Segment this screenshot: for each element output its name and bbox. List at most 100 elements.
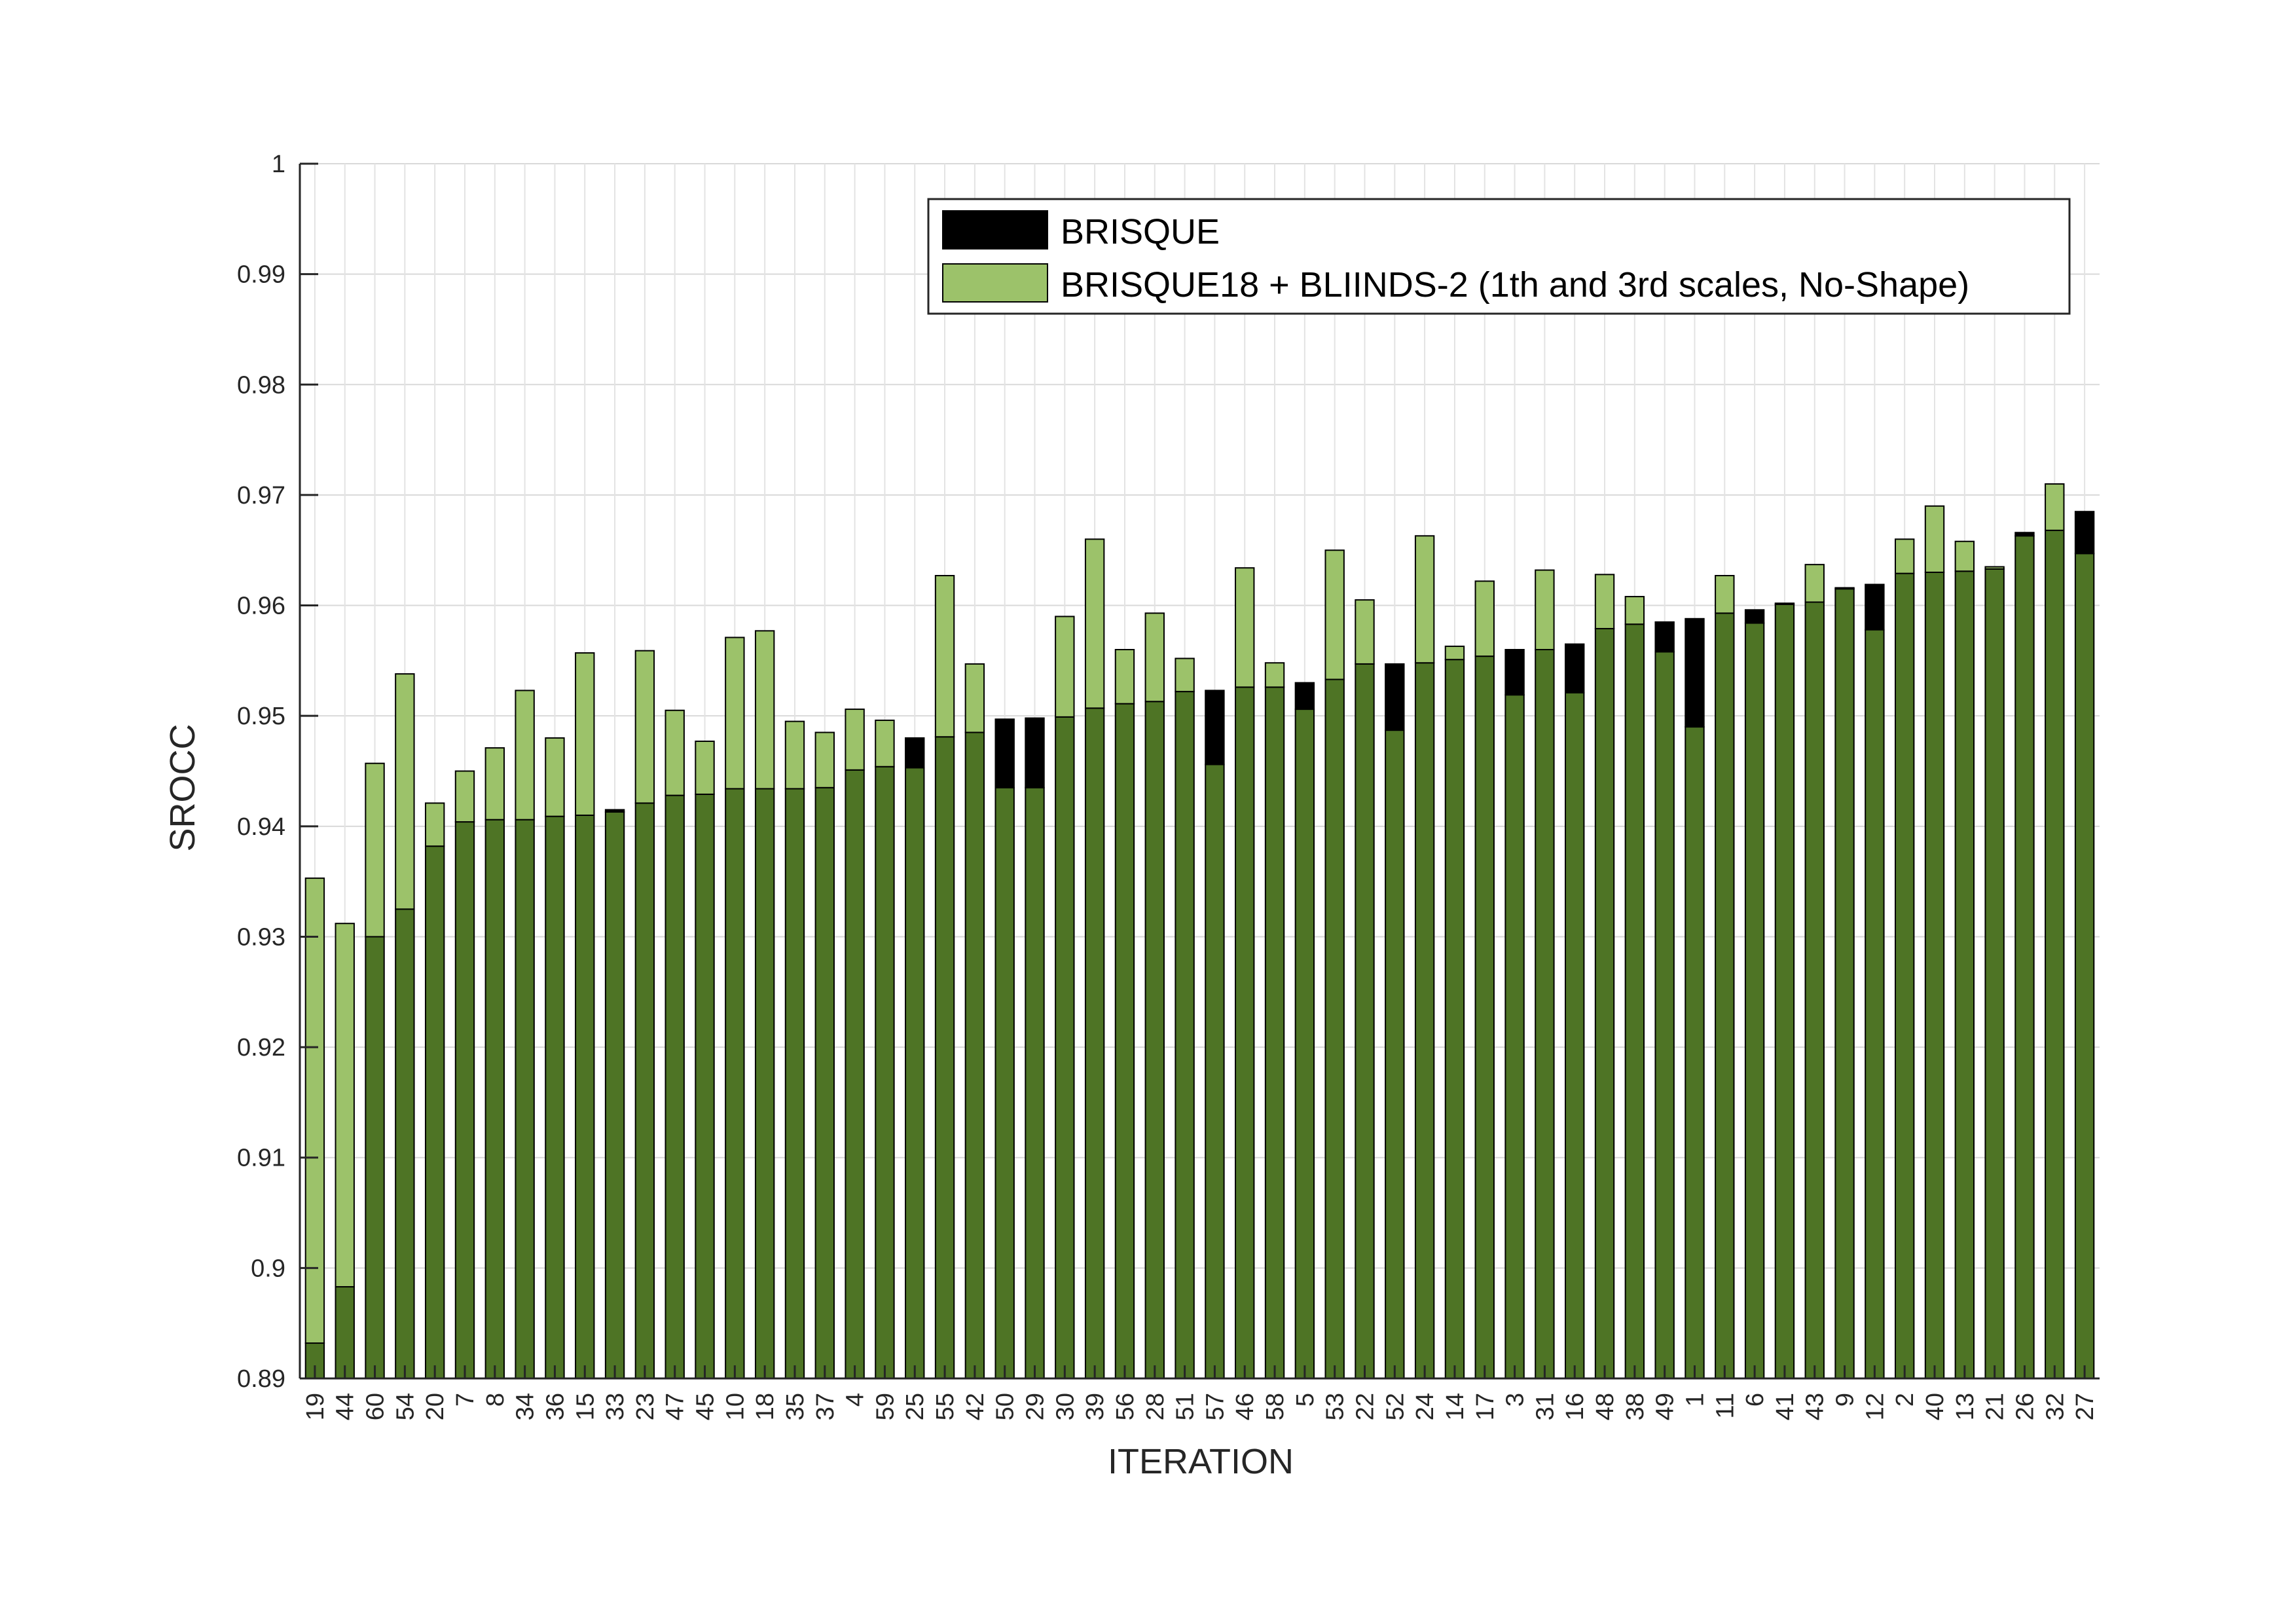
bar-overlap-39 [1084,707,1105,1380]
legend-box [927,198,2071,315]
bar-combined-36 [545,737,565,817]
bar-combined-58 [1264,662,1285,688]
bar-overlap-6 [1744,622,1765,1380]
y-tick-label: 0.97 [237,482,285,509]
bar-combined-56 [1114,649,1135,705]
x-tick-label: 4 [842,1393,869,1407]
bar-brisque-16 [1565,643,1585,693]
x-tick-label: 41 [1772,1393,1799,1420]
bar-overlap-24 [1414,662,1435,1380]
bar-combined-14 [1444,645,1465,661]
bar-overlap-40 [1924,571,1945,1379]
x-tick-label: 49 [1652,1393,1679,1420]
y-axis-title: SROCC [163,724,202,851]
bar-overlap-18 [754,788,775,1379]
x-tick-label: 56 [1112,1393,1139,1420]
bar-combined-55 [934,575,955,738]
x-tick-label: 2 [1891,1393,1919,1407]
y-tick-labels: 0.89 0.9 0.91 0.92 0.93 0.94 0.95 0.96 0.97 0.98 0… [237,151,285,1393]
x-tick-label: 59 [871,1393,899,1420]
x-tick-label: 54 [392,1393,419,1420]
bar-overlap-55 [934,736,955,1380]
bar-brisque-52 [1385,663,1405,731]
x-tick-label: 3 [1502,1393,1529,1407]
x-tick-label: 44 [332,1393,359,1420]
bar-overlap-10 [725,788,745,1379]
bar-combined-38 [1624,596,1645,625]
bar-overlap-21 [1984,568,2005,1379]
x-tick-label: 38 [1622,1393,1649,1420]
bar-overlap-33 [604,811,625,1380]
bar-combined-28 [1144,612,1165,703]
x-tick-label: 60 [362,1393,390,1420]
legend-label-brisque: BRISQUE [1061,212,1220,251]
x-tick-label: 19 [302,1393,329,1420]
x-tick-label: 1 [1681,1393,1709,1407]
x-tick-label: 17 [1472,1393,1499,1420]
x-tick-label: 14 [1442,1393,1469,1420]
bars-group [304,483,2095,1380]
x-tick-label: 25 [902,1393,929,1420]
bar-overlap-52 [1385,729,1405,1379]
bar-brisque-3 [1504,649,1525,696]
bar-overlap-41 [1774,603,1795,1379]
y-tick-label: 0.89 [237,1365,285,1393]
bar-overlap-38 [1624,623,1645,1379]
bar-overlap-48 [1594,627,1615,1379]
bar-overlap-56 [1114,703,1135,1379]
x-tick-label: 7 [452,1393,479,1407]
bar-combined-47 [665,709,685,796]
x-tick-label: 23 [632,1393,659,1420]
x-tick-label: 39 [1082,1393,1109,1420]
bar-overlap-32 [2045,529,2065,1380]
y-tick-label: 0.91 [237,1145,285,1172]
x-tick-label: 8 [482,1393,509,1407]
bar-combined-39 [1084,538,1105,709]
bar-combined-21 [1984,566,2005,570]
bar-overlap-46 [1235,686,1255,1379]
x-tick-label: 18 [752,1393,779,1420]
bar-combined-40 [1924,505,1945,573]
bar-overlap-16 [1565,692,1585,1379]
bar-overlap-57 [1205,764,1225,1379]
bar-combined-41 [1774,602,1795,605]
x-tick-label: 42 [962,1393,989,1420]
bar-brisque-6 [1744,609,1765,624]
bar-overlap-47 [665,794,685,1379]
bar-combined-17 [1474,580,1495,657]
axes [299,162,2100,1380]
bar-combined-15 [575,652,595,816]
bar-brisque-26 [2014,532,2035,537]
bar-overlap-27 [2074,553,2095,1379]
y-tick-label: 0.95 [237,703,285,730]
x-tick-label: 48 [1592,1393,1619,1420]
x-tick-label: 15 [572,1393,599,1420]
bar-overlap-20 [424,845,445,1379]
y-tick-label: 0.9 [251,1255,285,1282]
bar-combined-45 [695,740,715,795]
x-tick-label: 45 [692,1393,720,1420]
bar-overlap-2 [1894,572,1915,1380]
bar-combined-2 [1894,538,1915,574]
x-tick-label: 33 [602,1393,629,1420]
x-tick-label: 55 [932,1393,959,1420]
x-axis-title: ITERATION [1108,1442,1294,1481]
x-tick-label: 46 [1231,1393,1259,1420]
bar-overlap-17 [1474,655,1495,1379]
bar-overlap-9 [1834,588,1855,1379]
bar-overlap-26 [2014,535,2035,1379]
x-tick-label: 43 [1802,1393,1829,1420]
x-tick-label: 12 [1861,1393,1889,1420]
bar-overlap-3 [1504,694,1525,1379]
bar-combined-60 [365,762,385,938]
bar-overlap-58 [1264,686,1285,1379]
y-tick-label: 0.93 [237,923,285,951]
bar-combined-35 [784,720,805,790]
legend-swatch-combined [942,263,1048,303]
x-tick-label: 21 [1982,1393,2009,1420]
bar-overlap-8 [484,819,505,1379]
bar-brisque-49 [1654,621,1675,653]
bar-overlap-36 [545,815,565,1379]
bar-combined-46 [1235,567,1255,688]
bar-combined-54 [395,673,415,910]
